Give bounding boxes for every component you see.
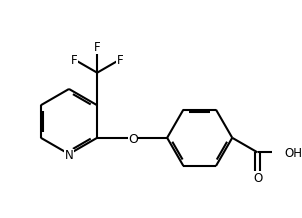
Text: F: F — [71, 54, 77, 67]
Text: F: F — [94, 41, 101, 54]
Text: F: F — [117, 54, 124, 67]
Text: O: O — [128, 133, 138, 146]
Text: OH: OH — [284, 147, 302, 160]
Text: N: N — [65, 149, 73, 162]
Text: O: O — [253, 172, 262, 185]
